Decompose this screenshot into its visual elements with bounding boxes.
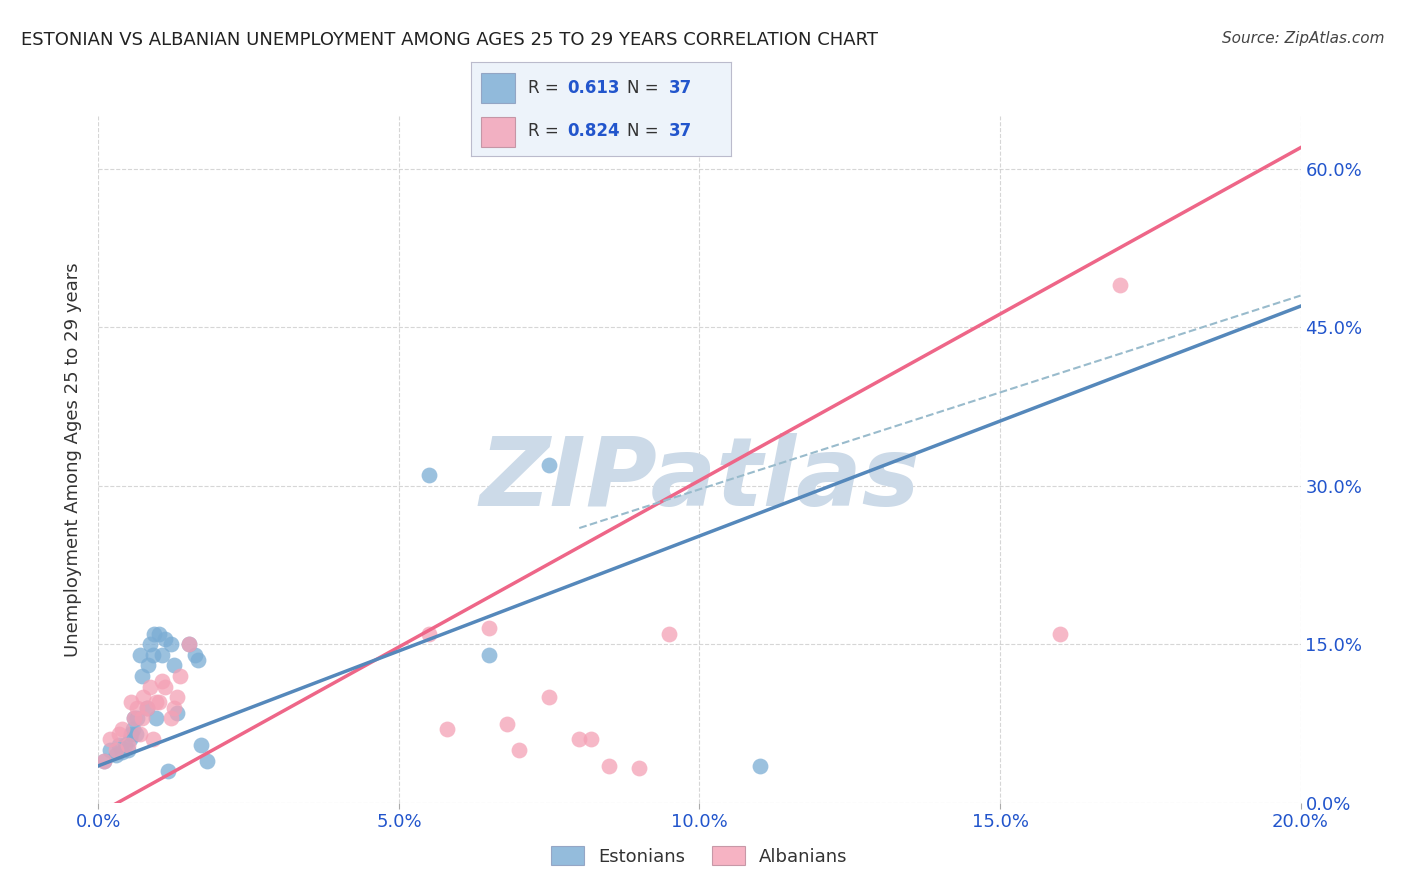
Point	[111, 745, 134, 759]
FancyBboxPatch shape	[481, 73, 515, 103]
Point	[568, 732, 591, 747]
Point	[162, 658, 184, 673]
Point	[195, 754, 218, 768]
Legend: Estonians, Albanians: Estonians, Albanians	[544, 839, 855, 872]
Text: N =: N =	[627, 78, 664, 96]
FancyBboxPatch shape	[481, 117, 515, 147]
Point	[162, 700, 184, 714]
Point	[125, 727, 148, 741]
Point	[150, 674, 173, 689]
Point	[108, 727, 131, 741]
Text: 37: 37	[669, 78, 692, 96]
Text: R =: R =	[529, 122, 564, 140]
Text: Source: ZipAtlas.com: Source: ZipAtlas.com	[1222, 31, 1385, 46]
Point	[177, 637, 200, 651]
Point	[436, 722, 458, 736]
Point	[628, 761, 651, 775]
Point	[129, 727, 152, 741]
Point	[166, 706, 188, 720]
Point	[127, 700, 149, 714]
Point	[117, 743, 139, 757]
Point	[136, 658, 159, 673]
Point	[105, 743, 128, 757]
Point	[538, 458, 561, 472]
Point	[187, 653, 209, 667]
Point	[478, 648, 501, 662]
Point	[135, 700, 157, 714]
Point	[122, 722, 145, 736]
Point	[141, 648, 163, 662]
Text: 0.824: 0.824	[567, 122, 620, 140]
Point	[114, 738, 136, 752]
Point	[129, 648, 152, 662]
Point	[418, 468, 440, 483]
Point	[131, 711, 153, 725]
Point	[159, 637, 181, 651]
Text: 0.613: 0.613	[567, 78, 620, 96]
Point	[111, 722, 134, 736]
Point	[124, 711, 146, 725]
Point	[127, 711, 149, 725]
Text: ZIPatlas: ZIPatlas	[479, 434, 920, 526]
Point	[93, 754, 115, 768]
Point	[156, 764, 179, 778]
Text: ESTONIAN VS ALBANIAN UNEMPLOYMENT AMONG AGES 25 TO 29 YEARS CORRELATION CHART: ESTONIAN VS ALBANIAN UNEMPLOYMENT AMONG …	[21, 31, 879, 49]
Point	[148, 626, 170, 640]
Point	[124, 711, 146, 725]
Point	[418, 626, 440, 640]
Point	[177, 637, 200, 651]
Point	[105, 748, 128, 763]
Point	[598, 759, 620, 773]
Point	[138, 637, 160, 651]
Point	[93, 754, 115, 768]
Point	[748, 759, 770, 773]
Point	[131, 669, 153, 683]
Point	[132, 690, 155, 705]
Text: N =: N =	[627, 122, 664, 140]
Point	[118, 732, 141, 747]
Point	[1049, 626, 1071, 640]
Point	[138, 680, 160, 694]
Point	[166, 690, 188, 705]
Text: R =: R =	[529, 78, 564, 96]
Point	[159, 711, 181, 725]
Point	[169, 669, 191, 683]
Text: 37: 37	[669, 122, 692, 140]
Point	[150, 648, 173, 662]
Point	[145, 711, 167, 725]
Point	[1109, 278, 1132, 293]
Point	[538, 690, 561, 705]
Point	[145, 695, 167, 709]
Y-axis label: Unemployment Among Ages 25 to 29 years: Unemployment Among Ages 25 to 29 years	[65, 262, 83, 657]
Point	[581, 732, 603, 747]
Point	[183, 648, 205, 662]
Point	[121, 727, 143, 741]
Point	[478, 622, 501, 636]
Point	[100, 743, 122, 757]
Point	[100, 732, 122, 747]
Point	[508, 743, 530, 757]
Point	[496, 716, 519, 731]
Point	[153, 680, 176, 694]
Point	[142, 626, 165, 640]
Point	[153, 632, 176, 646]
Point	[141, 732, 163, 747]
Point	[658, 626, 681, 640]
Point	[108, 738, 131, 752]
Point	[135, 700, 157, 714]
Point	[117, 738, 139, 752]
Point	[121, 695, 143, 709]
Point	[190, 738, 212, 752]
Point	[148, 695, 170, 709]
